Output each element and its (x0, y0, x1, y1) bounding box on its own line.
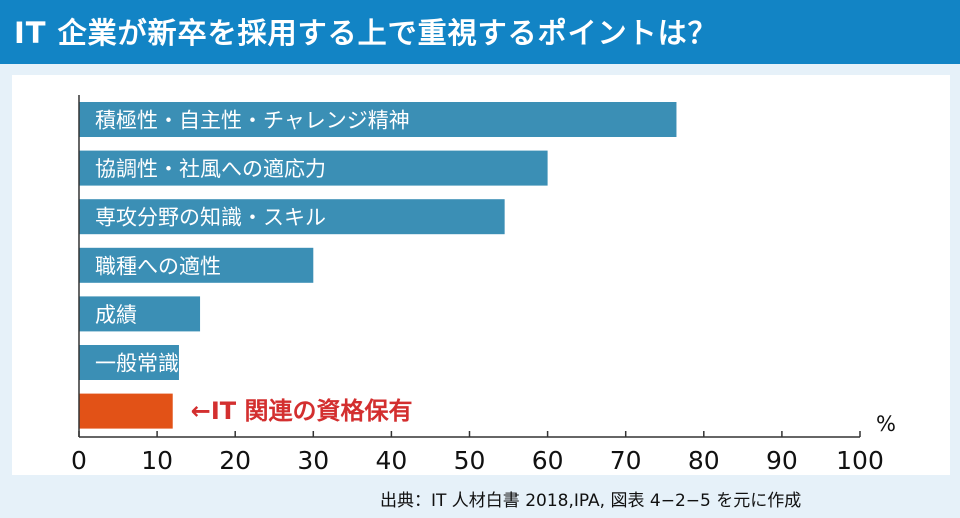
bar (79, 150, 548, 186)
x-tick-label: 60 (532, 446, 564, 475)
x-tick-label: 30 (297, 446, 329, 475)
x-tick-label: 90 (766, 446, 798, 475)
bar-label: 積極性・自主性・チャレンジ精神 (95, 109, 410, 133)
unit-label: % (876, 412, 896, 436)
header-bar: IT 企業が新卒を採用する上で重視するポイントは？ (0, 0, 960, 64)
bar (79, 296, 201, 332)
bar (79, 247, 314, 283)
x-tick-label: 50 (454, 446, 486, 475)
bar-label: 一般常識 (95, 352, 179, 376)
x-tick-label: 0 (71, 446, 87, 475)
x-tick-label: 70 (610, 446, 642, 475)
bar-label: 協調性・社風への適応力 (95, 157, 326, 181)
bar (79, 345, 179, 380)
bar-chart: 積極性・自主性・チャレンジ精神協調性・社風への適応力専攻分野の知識・スキル職種へ… (71, 95, 896, 475)
x-tick-label: 80 (688, 446, 720, 475)
page-title: IT 企業が新卒を採用する上で重視するポイントは？ (14, 16, 718, 50)
x-tick-label: 40 (375, 446, 407, 475)
x-tick-label: 20 (219, 446, 251, 475)
x-tick-label: 100 (836, 446, 884, 475)
highlight-label: ←IT 関連の資格保有 (191, 397, 413, 425)
bar-label: 専攻分野の知識・スキル (95, 206, 326, 230)
bar-label: 職種への適性 (95, 254, 221, 278)
highlight-bar (79, 393, 173, 429)
source-note: 出典：IT 人材白書 2018,IPA, 図表 4−2−5 を元に作成 (380, 491, 802, 511)
x-tick-label: 10 (141, 446, 173, 475)
bar (79, 102, 677, 137)
bar (79, 199, 505, 235)
chart-panel: 積極性・自主性・チャレンジ精神 協調性・社風への適応力 専攻分野の知識・スキル 職種へ… (12, 75, 950, 475)
bar-label: 成績 (95, 303, 137, 327)
